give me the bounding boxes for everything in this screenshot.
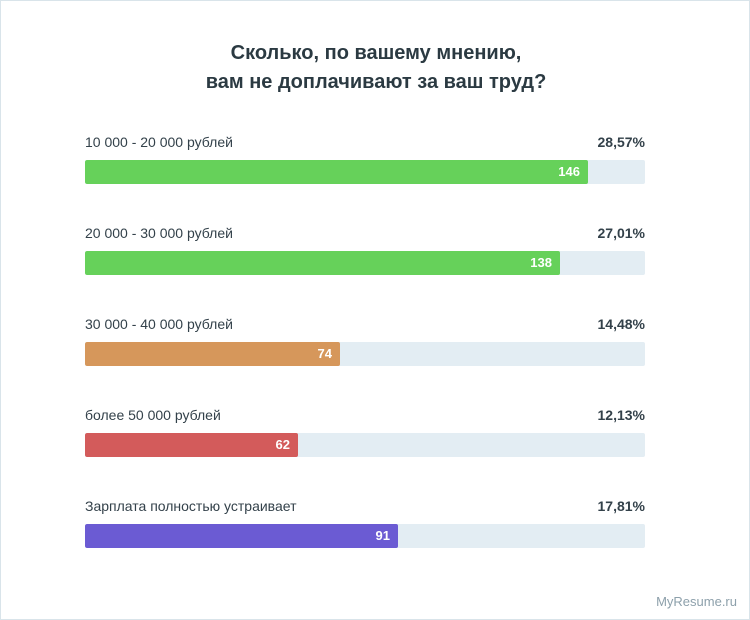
bar-percent-label: 27,01%	[597, 225, 645, 241]
bar	[85, 160, 588, 184]
chart-title: Сколько, по вашему мнению, вам не доплач…	[1, 39, 750, 97]
bar-row: 20 000 - 30 000 рублей 27,01% 138	[85, 224, 645, 276]
bar	[85, 251, 560, 275]
watermark: MyResume.ru	[656, 594, 737, 609]
bar-category-label: 20 000 - 30 000 рублей	[85, 225, 233, 241]
bar-value-label: 146	[558, 164, 580, 179]
bar-row: Зарплата полностью устраивает 17,81% 91	[85, 497, 645, 549]
bar-track: 74	[85, 342, 645, 366]
bar-track: 138	[85, 251, 645, 275]
bar-value-label: 74	[317, 346, 332, 361]
bar-value-label: 138	[530, 255, 552, 270]
bar-value-label: 62	[275, 437, 290, 452]
bar-percent-label: 14,48%	[597, 316, 645, 332]
bar-track: 146	[85, 160, 645, 184]
bar-track: 91	[85, 524, 645, 548]
bar-category-label: Зарплата полностью устраивает	[85, 498, 297, 514]
chart-title-line-2: вам не доплачивают за ваш труд?	[205, 71, 547, 93]
bar-row: более 50 000 рублей 12,13% 62	[85, 406, 645, 458]
bar	[85, 433, 298, 457]
bar-row: 30 000 - 40 000 рублей 14,48% 74	[85, 315, 645, 367]
bar-row: 10 000 - 20 000 рублей 28,57% 146	[85, 133, 645, 185]
bar-value-label: 91	[375, 528, 390, 543]
bar-category-label: 10 000 - 20 000 рублей	[85, 134, 233, 150]
bar	[85, 342, 340, 366]
bar	[85, 524, 398, 548]
chart-title-line-1: Сколько, по вашему мнению,	[230, 42, 522, 64]
bar-track: 62	[85, 433, 645, 457]
bar-category-label: 30 000 - 40 000 рублей	[85, 316, 233, 332]
bar-category-label: более 50 000 рублей	[85, 407, 221, 423]
bar-percent-label: 12,13%	[597, 407, 645, 423]
bar-percent-label: 17,81%	[597, 498, 645, 514]
bar-percent-label: 28,57%	[597, 134, 645, 150]
